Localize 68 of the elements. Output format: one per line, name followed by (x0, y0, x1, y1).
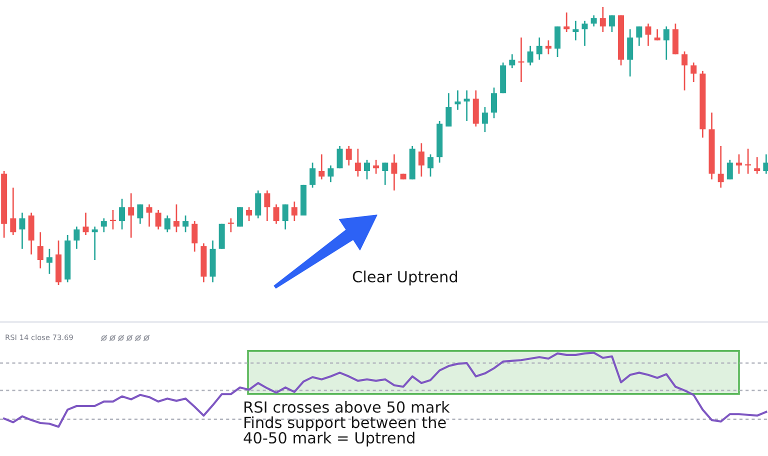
candlestick (128, 192, 134, 238)
candlestick (564, 12, 570, 33)
candlestick (82, 212, 89, 236)
candlestick (264, 190, 270, 222)
candlestick (74, 226, 80, 250)
candlestick (454, 90, 461, 111)
candlestick (318, 154, 325, 180)
candlestick (718, 145, 724, 188)
candlestick (382, 162, 388, 186)
annotation: Clear Uptrend (352, 270, 458, 286)
candlestick (273, 204, 280, 225)
candlestick (182, 214, 189, 233)
candlestick (754, 156, 760, 174)
candlestick (726, 159, 733, 180)
candlestick (428, 154, 434, 178)
candlestick (572, 20, 579, 42)
candlestick (119, 198, 126, 230)
candlestick (246, 206, 252, 222)
candlestick (282, 204, 288, 230)
candlestick (446, 92, 452, 128)
candlestick (627, 28, 634, 78)
candlestick (164, 214, 170, 233)
candlestick (336, 145, 343, 169)
candlestick (554, 26, 561, 58)
candlestick (19, 212, 26, 250)
candlestick (192, 220, 198, 252)
candlestick (645, 22, 652, 47)
candlestick (745, 148, 752, 174)
candlestick (255, 190, 262, 219)
candlestick (173, 204, 180, 233)
candlestick (37, 231, 44, 270)
candlestick (654, 28, 660, 42)
candlestick (354, 148, 361, 178)
candlestick (464, 90, 470, 122)
candlestick (236, 206, 243, 228)
candlestick (763, 154, 768, 174)
candlestick (690, 62, 697, 83)
candlestick (545, 40, 552, 55)
candlestick (346, 145, 352, 166)
candlestick (590, 14, 597, 28)
candlestick (482, 106, 488, 133)
candlestick (364, 159, 370, 180)
candlestick (636, 26, 642, 47)
candlestick (682, 50, 688, 92)
candlestick (310, 162, 316, 188)
candlestick (146, 204, 152, 228)
candlestick (600, 6, 606, 33)
candlestick (228, 218, 234, 233)
candlestick (46, 248, 52, 275)
candlestick (736, 154, 742, 174)
annotation: RSI crosses above 50 mark Finds support between the 40-50 mark = Uptrend (244, 401, 450, 447)
candlestick (92, 226, 98, 261)
candlestick (137, 204, 144, 225)
candlestick (608, 14, 615, 33)
candlestick (291, 200, 298, 222)
candlestick (100, 218, 107, 233)
candlestick (391, 154, 398, 192)
candlestick (663, 26, 670, 60)
candlestick (527, 45, 534, 66)
candlestick (328, 164, 334, 183)
candlestick (536, 36, 542, 60)
candlestick (373, 159, 380, 174)
candlestick (509, 54, 516, 69)
candlestick (10, 187, 16, 236)
candlestick (155, 209, 162, 230)
candlestick (418, 142, 424, 178)
candlestick (582, 20, 588, 47)
candlestick (491, 86, 497, 119)
